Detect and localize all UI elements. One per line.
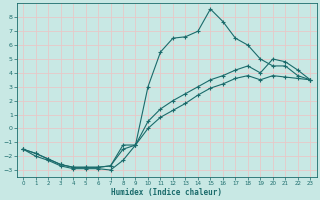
X-axis label: Humidex (Indice chaleur): Humidex (Indice chaleur) <box>111 188 222 197</box>
